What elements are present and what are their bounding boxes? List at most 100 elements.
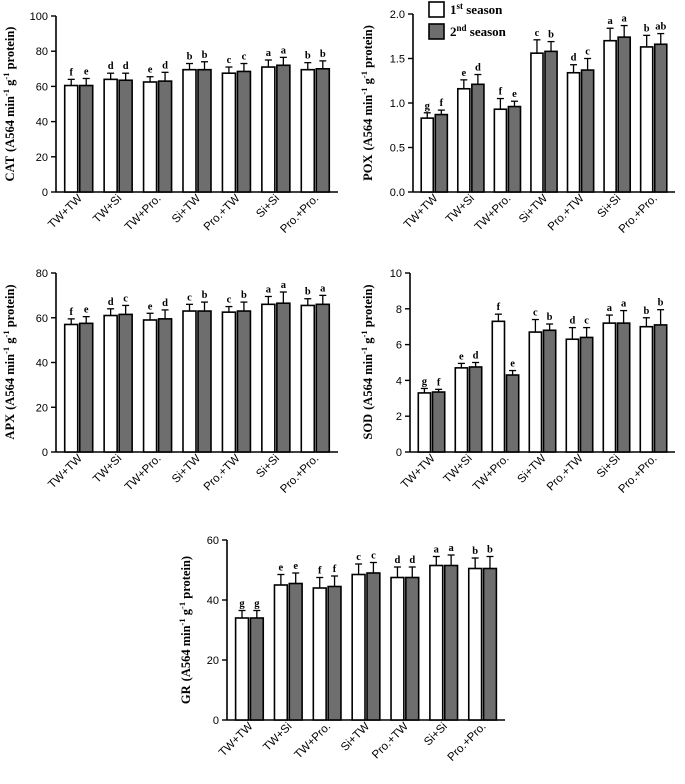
x-tick-label: Pro.+Pro.	[278, 453, 321, 496]
x-tick-label: TW+TW	[46, 193, 85, 232]
bar-pox-season1-0	[420, 117, 435, 193]
bar-sod-season2-4	[579, 336, 594, 453]
bar-sod-season2-2	[505, 374, 520, 453]
x-tick-label: Si+TW	[170, 193, 203, 226]
bar-gr-season2-6	[482, 567, 498, 721]
significance-letter: e	[84, 305, 89, 316]
significance-letter: f	[497, 302, 501, 313]
significance-letter: b	[548, 30, 554, 41]
bar-pox-season2-3	[544, 50, 558, 193]
significance-letter: f	[69, 307, 73, 318]
x-tick-label: Pro.+Pro.	[278, 193, 321, 236]
significance-letter: d	[569, 316, 575, 327]
bar-gr-season1-0	[234, 617, 250, 721]
bar-gr-season1-6	[467, 567, 483, 721]
x-tick-label: Si+Si	[596, 193, 624, 221]
bar-apx-season2-6	[315, 303, 331, 453]
x-tick-label: Si+Si	[254, 453, 282, 481]
bar-sod-season1-6	[639, 325, 654, 453]
bar-apx-season2-1	[118, 313, 133, 453]
significance-letter: c	[371, 551, 376, 562]
x-tick-label: Si+TW	[339, 721, 372, 754]
y-tick-label: 20	[207, 655, 219, 667]
significance-letter: g	[425, 101, 431, 112]
bar-cat-season2-5	[276, 64, 291, 193]
bar-gr-season1-3	[351, 573, 366, 721]
significance-letter: b	[644, 23, 650, 34]
significance-letter: d	[395, 555, 401, 566]
y-tick-label: 6	[396, 340, 402, 352]
significance-letter: c	[585, 47, 590, 58]
bar-apx-season2-0	[78, 322, 94, 453]
legend-swatch-season1	[428, 1, 445, 18]
bar-cat-season2-0	[78, 84, 94, 193]
significance-letter: b	[487, 545, 493, 556]
x-tick-label: TW+Si	[91, 453, 124, 486]
bar-cat-season1-5	[261, 66, 276, 193]
bar-cat-season2-3	[197, 68, 212, 193]
bar-sod-season1-3	[528, 331, 543, 453]
bar-cat-season2-1	[118, 79, 133, 193]
bar-gr-season2-5	[443, 564, 459, 721]
x-tick-label: Pro.+Pro.	[446, 721, 489, 764]
significance-letter: a	[266, 48, 272, 59]
y-tick-label: 0	[42, 447, 48, 459]
bar-cat-season1-4	[221, 72, 237, 193]
legend-swatch-season2	[428, 23, 445, 40]
significance-letter: e	[293, 561, 298, 572]
bar-cat-season1-1	[103, 78, 118, 193]
significance-letter: d	[473, 351, 479, 362]
x-tick-label: Pro.+TW	[370, 721, 411, 762]
bar-gr-season2-0	[249, 617, 265, 721]
bar-pox-season1-6	[639, 46, 654, 193]
significance-letter: a	[607, 16, 613, 27]
significance-letter: g	[254, 599, 260, 610]
y-tick-label: 80	[36, 46, 48, 58]
significance-letter: d	[162, 60, 168, 71]
bar-cat-season1-0	[63, 84, 79, 193]
significance-letter: b	[241, 290, 247, 301]
bar-apx-season1-2	[142, 319, 158, 453]
significance-letter: b	[658, 298, 664, 309]
legend: 1st season 2nd season	[428, 1, 507, 40]
bar-cat-season1-3	[182, 68, 197, 193]
x-tick-label: Pro.+TW	[202, 453, 243, 494]
significance-letter: e	[512, 89, 517, 100]
bar-gr-season1-5	[429, 564, 444, 721]
y-tick-label: 1.0	[390, 98, 405, 110]
significance-letter: b	[202, 50, 208, 61]
significance-letter: c	[227, 55, 232, 66]
bar-apx-season2-3	[197, 310, 212, 453]
bar-gr-season2-1	[288, 582, 303, 721]
x-tick-label: Pro.+TW	[202, 193, 243, 234]
x-tick-label: TW+Pro.	[123, 193, 164, 234]
bar-pox-season1-1	[456, 87, 471, 193]
significance-letter: e	[84, 66, 89, 77]
significance-letter: e	[459, 351, 464, 362]
x-tick-label: Si+TW	[170, 453, 203, 486]
x-tick-label: TW+Pro.	[123, 453, 164, 494]
significance-letter: c	[584, 316, 589, 327]
y-axis-title: SOD(A564 min-1 g-1 protein)	[359, 284, 375, 439]
legend-label-season2: 2nd season	[450, 23, 507, 39]
significance-letter: b	[472, 546, 478, 557]
x-tick-label: TW+TW	[217, 721, 256, 760]
x-tick-label: Pro.+Pro.	[617, 193, 660, 236]
bar-cat-season2-4	[236, 70, 252, 193]
bar-apx-season2-4	[236, 310, 252, 453]
bar-apx-season1-0	[63, 323, 79, 453]
x-tick-label: TW+Si	[261, 721, 294, 754]
bar-gr-season2-4	[405, 576, 420, 721]
y-tick-label: 0	[213, 715, 219, 727]
y-tick-label: 40	[36, 358, 48, 370]
bar-sod-season1-4	[565, 338, 580, 453]
x-tick-label: Si+TW	[517, 193, 550, 226]
significance-letter: a	[449, 543, 455, 554]
y-axis-title: APX(A564 min-1 g-1 protein)	[1, 284, 17, 439]
y-tick-label: 60	[36, 313, 48, 325]
significance-letter: b	[643, 306, 649, 317]
y-tick-label: 60	[36, 81, 48, 93]
x-tick-label: TW+Si	[442, 453, 475, 486]
bar-sod-season1-2	[491, 320, 506, 453]
significance-letter: d	[108, 61, 114, 72]
